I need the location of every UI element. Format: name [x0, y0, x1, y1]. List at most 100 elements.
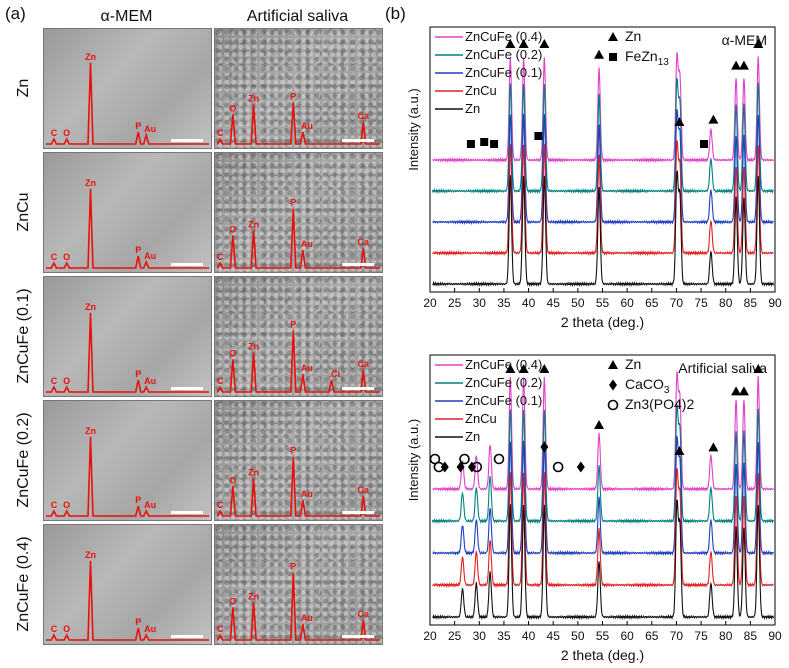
x-axis-label: 2 theta (deg.)	[561, 314, 644, 330]
eds-peak-label: Au	[301, 613, 313, 623]
eds-peak-label: Ca	[358, 111, 370, 121]
square-marker	[490, 140, 499, 148]
legend-label: ZnCuFe (0.2)	[465, 375, 542, 390]
diamond-marker	[609, 379, 617, 391]
eds-peak-label: P	[290, 320, 296, 330]
legend-label: ZnCuFe (0.2)	[465, 47, 542, 62]
legend-label: Zn	[465, 429, 480, 444]
scale-bar	[171, 635, 203, 638]
marker-legend-label: Zn	[625, 356, 641, 372]
sem-panel: C O Zn P Au Ca	[214, 152, 383, 273]
legend-label: ZnCuFe (0.1)	[465, 393, 542, 408]
x-tick-label: 30	[473, 629, 487, 643]
eds-peak-label: Zn	[248, 467, 259, 477]
row-label-zn: Zn	[15, 78, 32, 98]
legend-label: ZnCuFe (0.4)	[465, 357, 542, 372]
eds-peak-label: P	[135, 617, 141, 627]
triangle-marker	[539, 39, 550, 48]
triangle-marker	[738, 60, 749, 70]
square-marker	[534, 132, 543, 140]
row-label-zncufe-04: ZnCuFe (0.4)	[15, 536, 32, 632]
triangle-marker	[594, 49, 605, 59]
eds-trace	[46, 62, 209, 145]
x-tick-label: 85	[744, 296, 758, 310]
x-tick-label: 55	[596, 629, 610, 643]
diamond-marker	[456, 461, 465, 473]
eds-peak-label: Ca	[358, 359, 370, 369]
eds-peak-label: O	[63, 500, 70, 510]
diamond-marker	[540, 441, 549, 453]
legend-label: Zn	[465, 101, 480, 116]
x-tick-label: 30	[473, 296, 487, 310]
eds-peak-label: C	[217, 128, 224, 138]
circle-marker	[459, 453, 470, 465]
marker-legend-label: FeZn13	[625, 48, 669, 68]
eds-peak-label: P	[290, 198, 296, 208]
eds-trace	[46, 312, 209, 393]
xrd-chart: 20 25 30 35 40 45 50 55 60 65 70 75 80 85 90 2 theta (d…	[406, 26, 782, 330]
eds-peak-label: C	[51, 252, 58, 262]
eds-peak-label: P	[290, 446, 296, 456]
triangle-marker	[708, 442, 719, 452]
eds-trace	[216, 102, 380, 145]
xrd-charts: 20 25 30 35 40 45 50 55 60 65 70 75 80 85 90 2 theta (d…	[406, 26, 782, 663]
xrd-series-line	[432, 170, 775, 288]
sem-panel: C O Zn P Au	[43, 276, 212, 397]
eds-spectrum: C O Zn P Au Ca	[216, 562, 380, 641]
scale-bar	[342, 387, 374, 390]
eds-peak-label: P	[135, 121, 141, 131]
triangle-marker	[753, 364, 764, 373]
sem-panel: C O Zn P Au Ca	[214, 28, 383, 149]
eds-peak-label: Zn	[85, 426, 96, 436]
eds-peak-label: Au	[301, 121, 313, 131]
sem-panel: C O Zn P Au	[43, 152, 212, 273]
eds-peak-label: C	[51, 624, 58, 634]
scale-bar	[171, 387, 203, 390]
eds-peak-label: P	[290, 91, 296, 101]
eds-peak-label: Zn	[248, 93, 259, 103]
x-tick-label: 75	[694, 296, 708, 310]
scale-bar	[342, 263, 374, 266]
xrd-series-line	[431, 77, 774, 195]
eds-peak-label: Zn	[248, 591, 259, 601]
eds-peak-label: O	[63, 376, 70, 386]
eds-trace	[216, 572, 380, 641]
xrd-series-line	[431, 402, 774, 525]
eds-peak-label: O	[229, 224, 236, 234]
triangle-marker	[731, 60, 742, 70]
triangle-marker	[608, 32, 618, 41]
eds-peak-label: C	[217, 500, 224, 510]
legend-label: ZnCu	[465, 411, 497, 426]
eds-trace	[46, 436, 209, 517]
eds-peak-label: Zn	[85, 302, 96, 312]
x-tick-label: 65	[645, 296, 659, 310]
eds-peak-label: Zn	[85, 550, 96, 560]
x-tick-label: 90	[768, 629, 782, 643]
eds-peak-label: C	[217, 252, 224, 262]
xrd-series-line	[432, 109, 774, 226]
square-marker	[609, 53, 617, 61]
col-header-amem: α-MEM	[100, 8, 153, 25]
eds-peak-label: Au	[144, 376, 156, 386]
square-marker	[466, 140, 475, 148]
marker-legend-label: CaCO3	[625, 376, 670, 396]
sem-panel: C O Zn P Au Ca	[214, 400, 383, 521]
x-tick-label: 50	[571, 629, 585, 643]
marker-legend-label: Zn	[625, 28, 641, 44]
triangle-marker	[518, 39, 529, 48]
scale-bar	[342, 139, 374, 142]
x-tick-label: 75	[694, 629, 708, 643]
eds-peak-label: Ca	[358, 237, 370, 247]
eds-peak-label: P	[135, 245, 141, 255]
circle-marker	[493, 453, 505, 465]
circle-marker	[607, 399, 619, 411]
eds-trace	[216, 330, 380, 393]
sem-panel: C O Zn P Au	[43, 400, 212, 521]
x-tick-label: 55	[596, 296, 610, 310]
eds-peak-label: Cl	[331, 369, 340, 379]
x-tick-label: 40	[522, 629, 536, 643]
diamond-marker	[576, 461, 585, 473]
triangle-marker	[708, 114, 719, 124]
